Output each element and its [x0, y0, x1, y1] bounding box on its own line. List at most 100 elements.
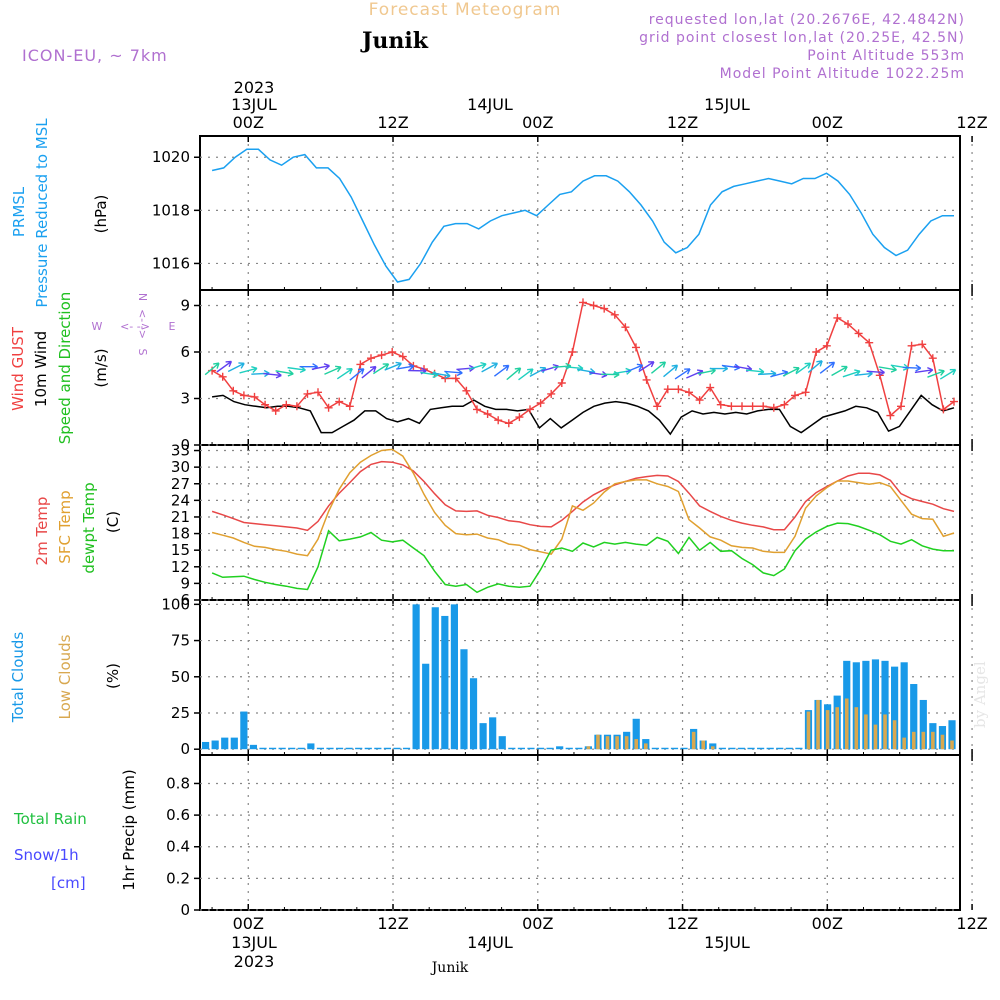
- wind-direction-arrow: [444, 368, 463, 377]
- total-cloud-bar: [211, 740, 219, 750]
- credit-text: by Angel: [971, 661, 989, 728]
- total-cloud-bar: [450, 604, 458, 750]
- top-time-tick: 12Z: [377, 113, 408, 132]
- y-tick-label: 6: [180, 591, 190, 609]
- y-tick-label: 30: [171, 458, 190, 476]
- sfc-temp-label: SFC Temp: [56, 490, 74, 563]
- gust-marker: [324, 403, 333, 412]
- low-cloud-bar: [825, 710, 830, 750]
- gust-marker: [759, 402, 768, 411]
- gust-marker: [579, 298, 587, 307]
- gust-marker: [610, 310, 619, 319]
- y-tick-label: 0.6: [166, 806, 190, 824]
- gust-marker: [526, 405, 534, 414]
- low-cloud-bar: [710, 746, 715, 750]
- gust-marker: [642, 375, 651, 384]
- gust-line: [211, 301, 955, 425]
- wind-direction-arrow: [902, 364, 922, 372]
- total-cloud-bar: [536, 747, 545, 750]
- y-tick-label: 0.2: [166, 869, 190, 887]
- y-tick-label: 25: [171, 704, 190, 722]
- total-cloud-bar: [747, 747, 755, 750]
- gust-marker: [388, 348, 397, 356]
- total-cloud-bar: [737, 747, 746, 750]
- low-clouds-label: Low Clouds: [56, 634, 74, 719]
- total-cloud-bar: [919, 699, 927, 750]
- precip-unit: 1hr Precip (mm): [120, 769, 138, 890]
- bottom-time-tick: 12Z: [667, 914, 698, 933]
- y-tick-label: 3: [180, 390, 190, 408]
- gust-marker: [844, 320, 852, 329]
- total-cloud-bar: [556, 746, 564, 750]
- requested-coords: requested lon,lat (20.2676E, 42.4842N): [649, 12, 965, 28]
- location-title: Junik: [360, 28, 429, 54]
- total-cloud-bar: [412, 604, 420, 750]
- total-cloud-bar: [355, 747, 363, 750]
- total-cloud-bar: [795, 747, 803, 750]
- bottom-time-tick: 00Z: [522, 914, 553, 933]
- total-cloud-bar: [508, 747, 516, 750]
- gust-marker: [229, 386, 238, 395]
- gust-marker: [239, 391, 248, 400]
- gust-marker: [653, 402, 662, 411]
- gust-marker: [504, 419, 513, 428]
- gust-marker: [314, 388, 322, 397]
- total-cloud-bar: [364, 747, 372, 750]
- total-cloud-bar: [718, 747, 726, 750]
- top-time-tick: 12Z: [956, 113, 987, 132]
- low-cloud-bar: [816, 699, 820, 750]
- wind-direction-arrow: [216, 360, 233, 373]
- gust-marker: [536, 399, 545, 408]
- wind-direction-arrow: [493, 364, 510, 377]
- total-cloud-bar: [565, 747, 573, 750]
- gust-marker: [250, 392, 259, 401]
- total-cloud-bar: [632, 718, 640, 750]
- total-cloud-bar: [441, 615, 449, 750]
- model-label: ICON-EU, ~ 7km: [22, 46, 168, 65]
- y-tick-label: 0.8: [166, 774, 190, 792]
- gust-marker: [282, 400, 291, 409]
- gust-marker: [271, 406, 280, 415]
- gust-marker: [716, 400, 725, 409]
- low-cloud-bar: [691, 731, 696, 750]
- wind-direction-arrow: [239, 365, 258, 374]
- total-cloud-bar: [316, 747, 325, 750]
- total-cloud-bar: [393, 747, 401, 750]
- wind-direction-arrow: [506, 367, 522, 381]
- y-tick-label: 1020: [152, 148, 190, 166]
- point-altitude: Point Altitude 553m: [807, 48, 965, 64]
- bottom-time-tick: 00Z: [812, 914, 843, 933]
- low-cloud-bar: [701, 740, 706, 750]
- compass-north: N: [136, 293, 149, 301]
- total-cloud-bar: [670, 747, 679, 750]
- gust-marker: [833, 313, 842, 322]
- gust-marker: [939, 405, 948, 414]
- gust-marker: [345, 402, 354, 411]
- gust-marker: [462, 386, 471, 395]
- gust-marker: [674, 385, 683, 394]
- clouds-unit: (%): [104, 663, 122, 689]
- pressure-panel: [199, 135, 961, 291]
- bottom-date-3: 15JUL: [704, 933, 750, 952]
- total-cloud-bar: [881, 660, 889, 750]
- total-cloud-bar: [383, 747, 391, 750]
- gust-marker: [621, 323, 630, 332]
- pressure-line: [211, 148, 954, 283]
- low-cloud-bar: [806, 711, 811, 750]
- total-cloud-bar: [460, 649, 468, 750]
- total-cloud-bar: [479, 723, 487, 750]
- total-cloud-bar: [402, 747, 411, 750]
- low-cloud-bar: [634, 739, 639, 750]
- bottom-year: 2023: [234, 952, 275, 971]
- total-cloud-bar: [651, 747, 659, 750]
- gust-marker: [801, 388, 810, 397]
- total-cloud-bar: [776, 747, 784, 750]
- pressure-label-2: Pressure Reduced to MSL: [33, 118, 51, 308]
- wind-direction-arrow: [782, 366, 800, 377]
- gust-marker: [886, 411, 895, 420]
- y-tick-label: 0: [180, 436, 190, 454]
- total-cloud-bar: [278, 747, 286, 750]
- low-cloud-bar: [950, 740, 954, 750]
- low-cloud-bar: [892, 720, 897, 750]
- y-tick-label: 18: [171, 525, 190, 543]
